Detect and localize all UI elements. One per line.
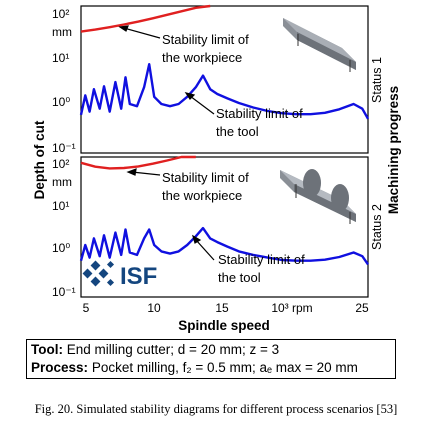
p2-tool-arrowhead [192,234,202,244]
p1-ytick-100: 10² [52,7,69,21]
tool-label: Tool: [31,342,63,357]
x-axis-label: Spindle speed [178,318,270,333]
xtick-5: 5 [83,301,90,315]
p1-tool-arrow [189,95,215,115]
p1-workpiece-arrowhead [118,25,129,32]
workpiece-status-2-image [280,169,356,224]
xtick-15: 15 [215,301,229,315]
status-2-label: Status 2 [370,204,384,250]
isf-logo-icon [82,260,115,287]
panel-1-series-tool-line [79,63,370,120]
isf-logo: ISF [82,260,157,290]
p1-yunit: mm [52,25,72,39]
machining-progress-label: Machining progress [386,86,401,214]
p1-tool-ann-2: the tool [216,124,259,139]
figure-caption: Fig. 20. Simulated stability diagrams fo… [34,402,398,416]
xtick-10: 10 [147,301,161,315]
p2-workpiece-ann-2: the workpiece [162,188,242,203]
p2-ytick-100: 10² [52,157,69,171]
p1-tool-ann-1: Stability limit of [216,106,303,121]
panel-1-frame [80,5,369,154]
panel-2-series-workpiece-line [80,155,196,170]
y-axis-label: Depth of cut [32,120,47,199]
panel-2-series-tool-line [79,226,369,266]
p2-tool-arrow [195,239,215,261]
p2-ytick-0.1: 10⁻¹ [52,285,76,299]
process-row: Process: Pocket milling, f₂ = 0.5 mm; aₑ… [31,359,391,377]
xtick-unit: 10³ rpm [271,301,312,315]
p1-workpiece-arrow [123,27,161,39]
p2-ytick-1: 10⁰ [52,241,70,255]
p2-tool-ann-2: the tool [218,270,261,285]
process-label: Process: [31,360,89,375]
p2-workpiece-arrow [131,171,161,176]
process-text: Pocket milling, f₂ = 0.5 mm; aₑ max = 20… [91,360,358,375]
annotation-arrows [118,25,215,261]
p2-workpiece-ann-1: Stability limit of [162,170,249,185]
p1-ytick-0.1: 10⁻¹ [52,141,76,155]
p1-ytick-1: 10⁰ [52,95,70,109]
p1-workpiece-ann-1: Stability limit of [162,32,249,47]
status-1-label: Status 1 [370,57,384,103]
xtick-25: 25 [355,301,369,315]
p1-workpiece-ann-2: the workpiece [162,50,242,65]
p2-yunit: mm [52,175,72,189]
p2-tool-ann-1: Stability limit of [218,252,305,267]
panel-2-frame [80,156,369,298]
p2-workpiece-arrowhead [126,168,137,176]
p1-tool-arrowhead [184,92,196,100]
p1-ytick-10: 10¹ [52,51,69,65]
p2-ytick-10: 10¹ [52,199,69,213]
panel-1-series-workpiece-line [80,4,211,33]
tool-row: Tool: End milling cutter; d = 20 mm; z =… [31,341,391,359]
isf-logo-text: ISF [120,263,157,290]
workpiece-status-1-image [283,18,356,72]
process-parameters-box: Tool: End milling cutter; d = 20 mm; z =… [26,339,396,379]
tool-text: End milling cutter; d = 20 mm; z = 3 [66,342,280,357]
